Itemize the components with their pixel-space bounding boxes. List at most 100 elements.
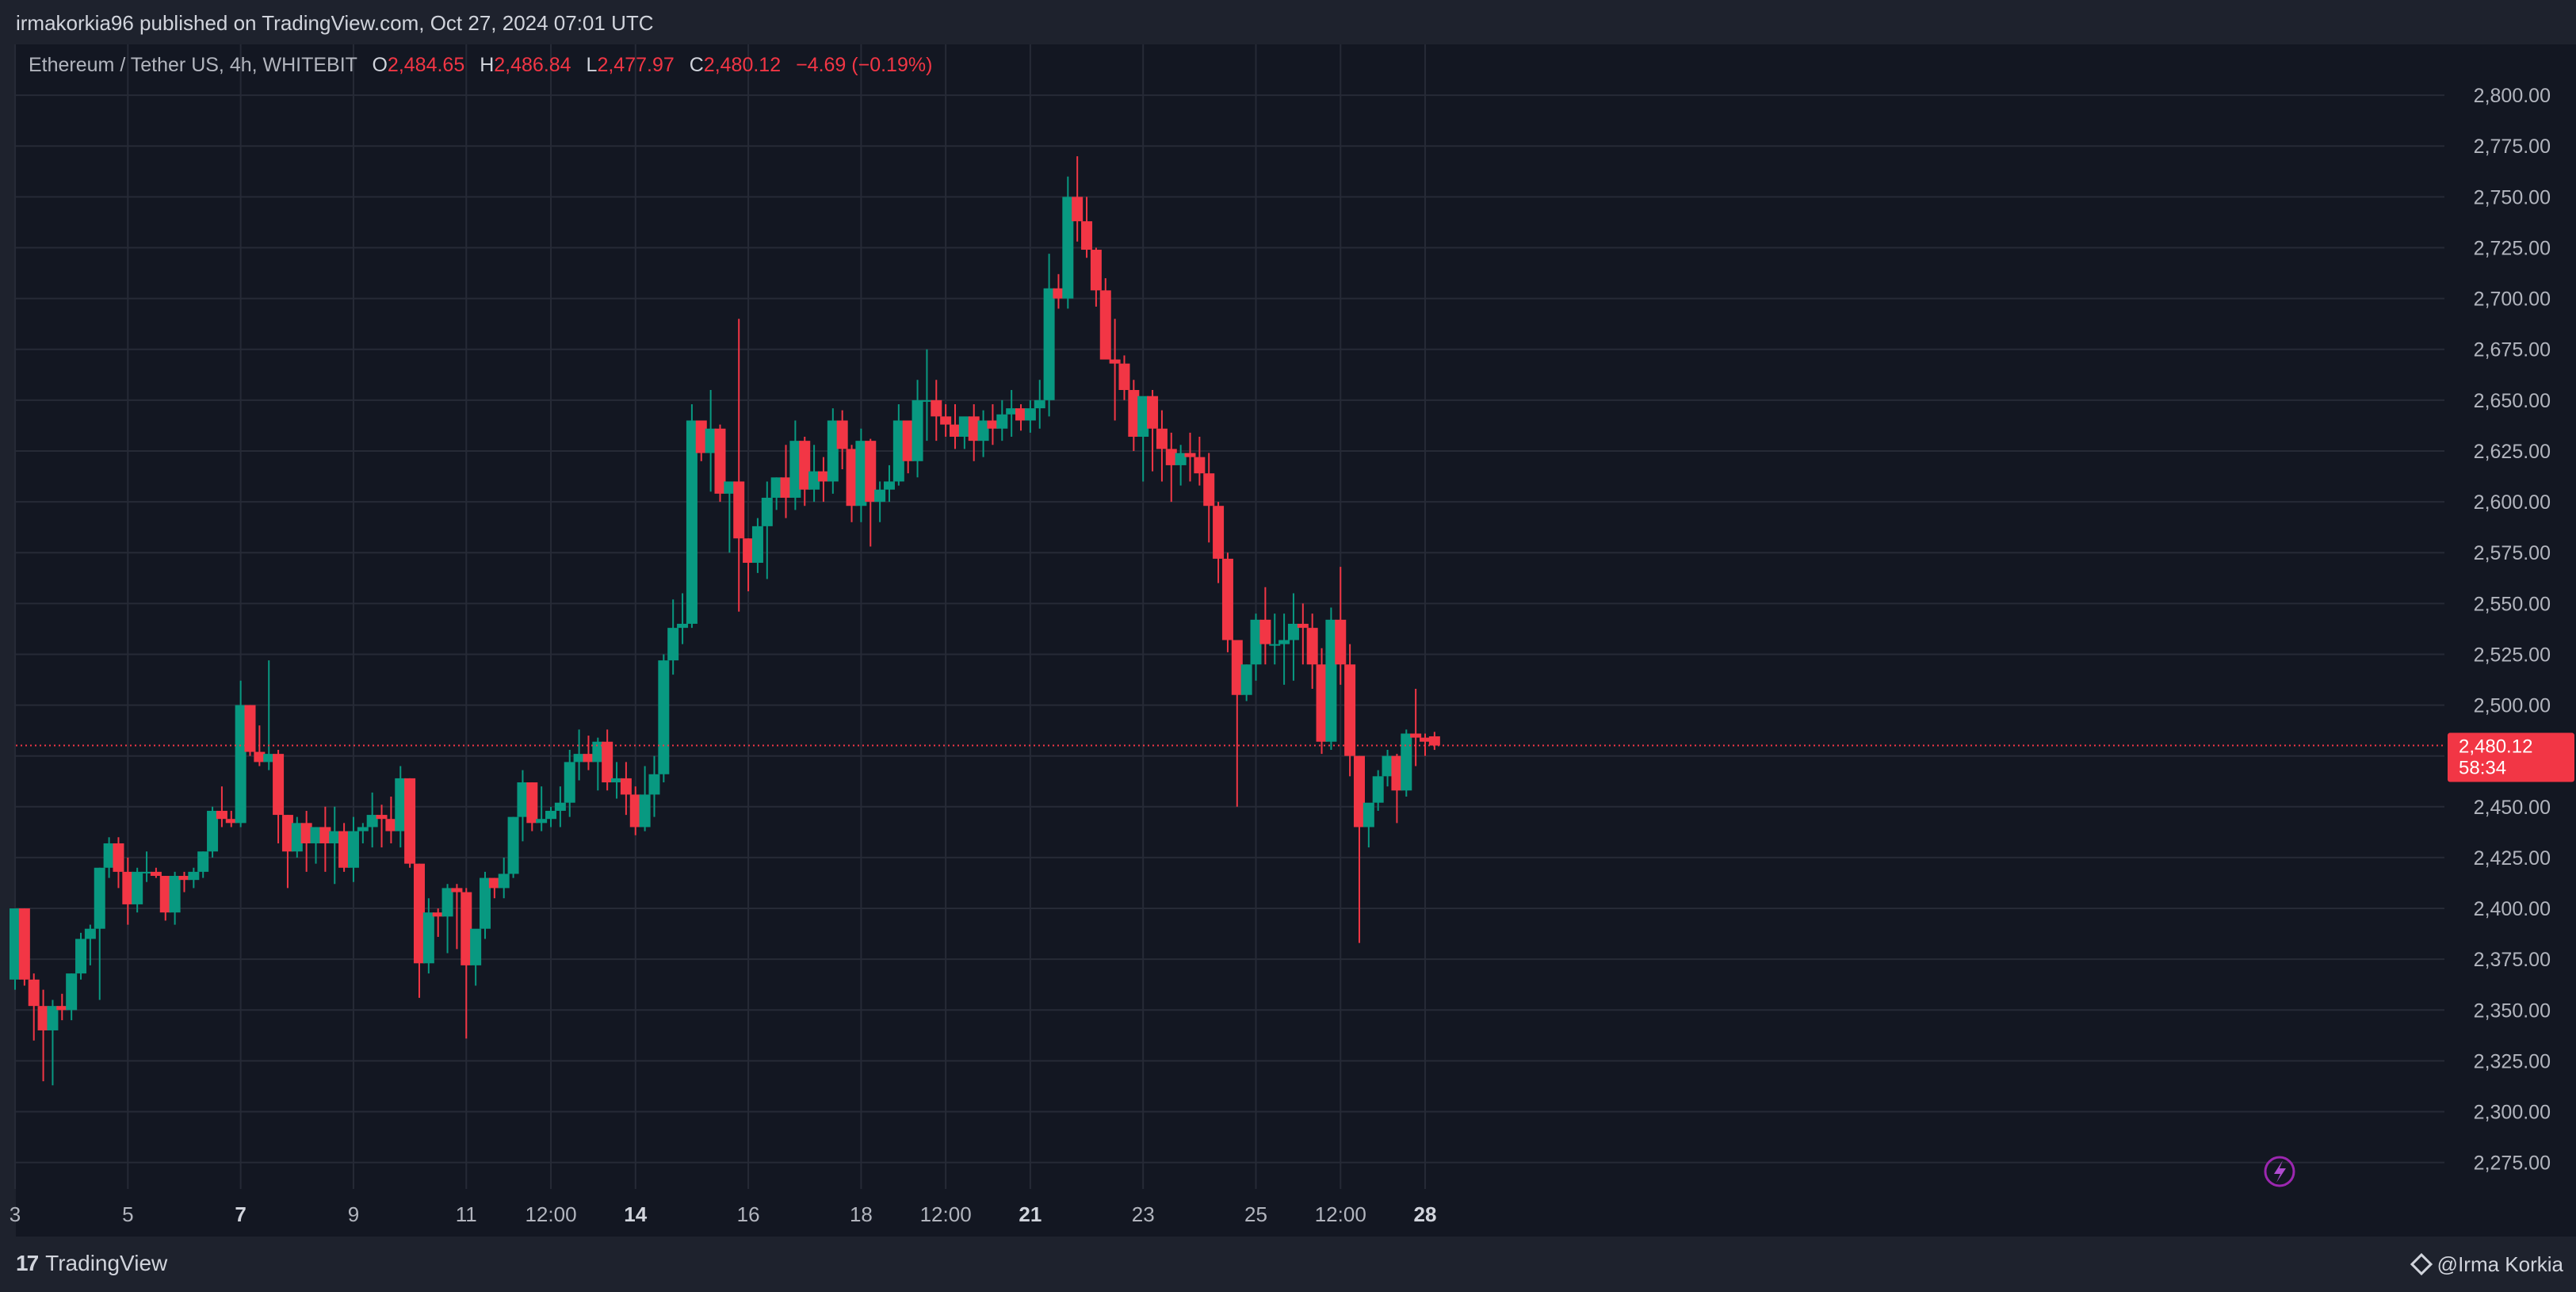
candle bbox=[695, 420, 707, 461]
candle bbox=[1287, 593, 1299, 681]
candle-body bbox=[1062, 197, 1074, 299]
candle bbox=[958, 416, 970, 449]
candle bbox=[1184, 432, 1196, 482]
candle-body bbox=[291, 823, 303, 852]
candle bbox=[480, 871, 491, 939]
candle-body bbox=[422, 912, 434, 964]
candle-body bbox=[18, 908, 30, 980]
candle-body bbox=[629, 794, 641, 828]
candle-body bbox=[611, 778, 623, 783]
candle-body bbox=[865, 441, 877, 503]
price-tick-label: 2,550.00 bbox=[2474, 593, 2551, 615]
candle-body bbox=[432, 912, 444, 917]
price-axis[interactable]: 2,275.00 2,300.00 2,325.00 2,350.00 2,375.00… bbox=[2474, 85, 2551, 1175]
candle bbox=[827, 408, 839, 494]
candle bbox=[620, 762, 632, 816]
candle bbox=[658, 654, 670, 783]
time-tick-label: 18 bbox=[850, 1202, 873, 1226]
time-tick-label: 11 bbox=[456, 1202, 477, 1226]
candle bbox=[366, 792, 378, 848]
candle-body bbox=[376, 815, 388, 820]
time-tick-label: 14 bbox=[624, 1202, 647, 1226]
time-tick-label: 16 bbox=[737, 1202, 760, 1226]
candle-body bbox=[667, 628, 679, 661]
candle bbox=[817, 457, 829, 503]
candle-body bbox=[480, 877, 491, 929]
candle bbox=[281, 815, 293, 889]
candle bbox=[950, 403, 961, 449]
candle bbox=[780, 445, 792, 518]
candle-body bbox=[197, 851, 209, 872]
author-credit[interactable]: @Irma Korkia bbox=[2410, 1252, 2563, 1277]
time-axis[interactable]: 3 5 7 9 11 12:00 14 16 18 12:00 21 23 25 12:00 28 bbox=[10, 1202, 1437, 1226]
candles[interactable] bbox=[10, 156, 1440, 1086]
candle bbox=[498, 857, 510, 899]
candle-body bbox=[1231, 640, 1243, 695]
candle bbox=[300, 810, 312, 872]
candle bbox=[94, 867, 105, 1000]
candle-body bbox=[1297, 623, 1309, 629]
candle-body bbox=[987, 420, 999, 429]
candle bbox=[395, 766, 407, 848]
lightning-icon[interactable] bbox=[2264, 1156, 2295, 1187]
price-axis-bg bbox=[2444, 44, 2576, 1237]
candle-body bbox=[874, 489, 886, 503]
candle bbox=[197, 851, 209, 878]
candle bbox=[432, 908, 444, 937]
candle-body bbox=[122, 871, 134, 904]
candle bbox=[583, 736, 594, 770]
candle-body bbox=[545, 810, 557, 820]
tradingview-brand[interactable]: 17 TradingView bbox=[16, 1251, 167, 1276]
candle-body bbox=[883, 481, 895, 490]
candle-body bbox=[761, 497, 773, 526]
candle bbox=[968, 403, 980, 461]
candle-body bbox=[395, 778, 407, 831]
candle-body bbox=[1006, 408, 1018, 415]
candle bbox=[1128, 380, 1140, 451]
candle-body bbox=[1175, 453, 1187, 465]
price-tick-label: 2,375.00 bbox=[2474, 949, 2551, 971]
candle bbox=[836, 410, 848, 470]
candle-body bbox=[366, 815, 378, 828]
candle-body bbox=[808, 471, 820, 490]
candle-body bbox=[1221, 558, 1233, 640]
candle-body bbox=[10, 908, 21, 980]
candle bbox=[1391, 754, 1403, 824]
candle bbox=[1118, 355, 1130, 400]
candle-body bbox=[714, 428, 726, 494]
candle bbox=[159, 876, 171, 921]
candle-body bbox=[56, 1006, 68, 1011]
candle-body bbox=[207, 810, 219, 852]
open-label: O bbox=[372, 54, 388, 76]
candle bbox=[1109, 319, 1121, 421]
price-tick-label: 2,700.00 bbox=[2474, 289, 2551, 311]
price-tick-label: 2,425.00 bbox=[2474, 847, 2551, 870]
candle-body bbox=[1203, 473, 1215, 506]
candle-body bbox=[677, 623, 689, 629]
candle bbox=[977, 410, 989, 457]
time-tick-label: 12:00 bbox=[525, 1202, 576, 1226]
candle bbox=[808, 445, 820, 503]
candle bbox=[507, 816, 519, 878]
time-tick-label: 21 bbox=[1019, 1202, 1041, 1226]
last-price-label: 2,480.12 58:34 bbox=[2448, 732, 2574, 782]
candle-body bbox=[1109, 359, 1121, 364]
candle bbox=[789, 420, 801, 510]
candle bbox=[103, 837, 115, 878]
candle-body bbox=[1401, 733, 1412, 791]
candle-body bbox=[977, 420, 989, 441]
candle bbox=[291, 816, 303, 858]
candle bbox=[639, 766, 651, 831]
candle bbox=[874, 481, 886, 522]
candle-body bbox=[996, 414, 1008, 429]
candle bbox=[611, 762, 623, 799]
candle-body bbox=[244, 705, 256, 752]
candle-body bbox=[827, 420, 839, 482]
candle-body bbox=[602, 741, 613, 783]
candle bbox=[413, 863, 425, 998]
candle bbox=[207, 806, 219, 858]
candle bbox=[855, 428, 867, 522]
candle-body bbox=[329, 831, 341, 843]
candle bbox=[1335, 567, 1347, 685]
